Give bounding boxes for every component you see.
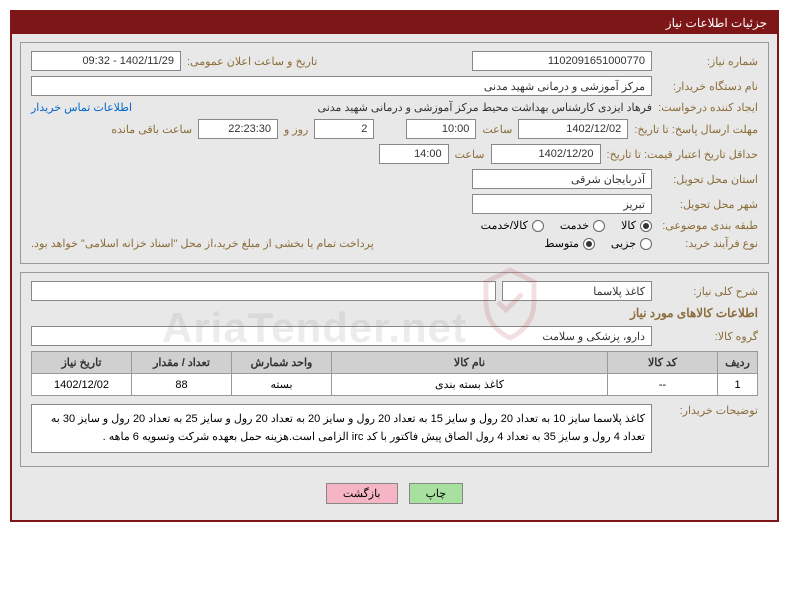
radio-partial-label: جزیی [611, 237, 636, 250]
deadline-date-field: 1402/12/02 [518, 119, 628, 139]
group-field: دارو، پزشکی و سلامت [31, 326, 652, 346]
time-remaining-field: 22:23:30 [198, 119, 278, 139]
days-remaining-field: 2 [314, 119, 374, 139]
requester-value: فرهاد ایزدی کارشناس بهداشت محیط مرکز آمو… [138, 101, 652, 114]
th-code: کد کالا [608, 352, 718, 374]
row-category: طبقه بندی موضوعی: کالا خدمت کالا/خدمت [31, 219, 758, 232]
radio-service-label: خدمت [560, 219, 589, 232]
th-name: نام کالا [332, 352, 608, 374]
row-validity: حداقل تاریخ اعتبار قیمت: تا تاریخ: 1402/… [31, 144, 758, 164]
process-radios: جزیی متوسط [544, 237, 652, 250]
form-info-box: شماره نیاز: 1102091651000770 تاریخ و ساع… [20, 42, 769, 264]
radio-circle-icon [640, 220, 652, 232]
header-title: جزئیات اطلاعات نیاز [666, 16, 767, 30]
summary-title-field: کاغذ پلاسما [502, 281, 652, 301]
time-label-2: ساعت [455, 148, 485, 161]
header-bar: جزئیات اطلاعات نیاز [12, 12, 777, 34]
process-label: نوع فرآیند خرید: [658, 237, 758, 250]
row-group: گروه کالا: دارو، پزشکی و سلامت [31, 326, 758, 346]
remaining-label: ساعت باقی مانده [111, 123, 192, 136]
radio-partial[interactable]: جزیی [611, 237, 652, 250]
description-text: کاغذ پلاسما سایز 10 به تعداد 20 رول و سا… [31, 404, 652, 453]
th-unit: واحد شمارش [232, 352, 332, 374]
province-field: آذربایجان شرقی [472, 169, 652, 189]
row-province: استان محل تحویل: آذربایجان شرقی [31, 169, 758, 189]
cell-code: -- [608, 374, 718, 396]
deadline-label: مهلت ارسال پاسخ: تا تاریخ: [634, 123, 758, 136]
main-container: جزئیات اطلاعات نیاز AriaTender.net شماره… [10, 10, 779, 522]
radio-goods-service-label: کالا/خدمت [481, 219, 528, 232]
requester-label: ایجاد کننده درخواست: [658, 101, 758, 114]
row-need-number: شماره نیاز: 1102091651000770 تاریخ و ساع… [31, 51, 758, 71]
days-label: روز و [284, 123, 308, 136]
row-city: شهر محل تحویل: تبریز [31, 194, 758, 214]
back-button[interactable]: بازگشت [326, 483, 398, 504]
city-label: شهر محل تحویل: [658, 198, 758, 211]
contact-link[interactable]: اطلاعات تماس خریدار [31, 101, 132, 114]
radio-circle-icon [640, 238, 652, 250]
th-row: ردیف [718, 352, 758, 374]
table-row: 1 -- کاغذ بسته بندی بسته 88 1402/12/02 [32, 374, 758, 396]
radio-circle-icon [593, 220, 605, 232]
button-row: چاپ بازگشت [20, 475, 769, 512]
cell-date: 1402/12/02 [32, 374, 132, 396]
category-label: طبقه بندی موضوعی: [658, 219, 758, 232]
announce-label: تاریخ و ساعت اعلان عمومی: [187, 55, 317, 68]
category-radios: کالا خدمت کالا/خدمت [481, 219, 652, 232]
summary-extra-field [31, 281, 496, 301]
cell-unit: بسته [232, 374, 332, 396]
print-button[interactable]: چاپ [409, 483, 464, 504]
radio-goods[interactable]: کالا [621, 219, 652, 232]
radio-goods-service[interactable]: کالا/خدمت [481, 219, 544, 232]
row-description: توضیحات خریدار: کاغذ پلاسما سایز 10 به ت… [31, 404, 758, 453]
row-deadline: مهلت ارسال پاسخ: تا تاریخ: 1402/12/02 سا… [31, 119, 758, 139]
th-qty: تعداد / مقدار [132, 352, 232, 374]
radio-service[interactable]: خدمت [560, 219, 605, 232]
description-label: توضیحات خریدار: [658, 404, 758, 417]
buyer-label: نام دستگاه خریدار: [658, 80, 758, 93]
validity-date-field: 1402/12/20 [491, 144, 601, 164]
row-buyer: نام دستگاه خریدار: مرکز آموزشی و درمانی … [31, 76, 758, 96]
group-label: گروه کالا: [658, 330, 758, 343]
announce-field: 1402/11/29 - 09:32 [31, 51, 181, 71]
goods-section-title: اطلاعات کالاهای مورد نیاز [31, 306, 758, 320]
buyer-field: مرکز آموزشی و درمانی شهید مدنی [31, 76, 652, 96]
validity-time-field: 14:00 [379, 144, 449, 164]
cell-qty: 88 [132, 374, 232, 396]
table-header-row: ردیف کد کالا نام کالا واحد شمارش تعداد /… [32, 352, 758, 374]
radio-circle-icon [532, 220, 544, 232]
radio-goods-label: کالا [621, 219, 636, 232]
cell-name: کاغذ بسته بندی [332, 374, 608, 396]
row-requester: ایجاد کننده درخواست: فرهاد ایزدی کارشناس… [31, 101, 758, 114]
row-process: نوع فرآیند خرید: جزیی متوسط پرداخت تمام … [31, 237, 758, 250]
payment-note: پرداخت تمام یا بخشی از مبلغ خرید،از محل … [31, 237, 374, 250]
time-label-1: ساعت [482, 123, 512, 136]
city-field: تبریز [472, 194, 652, 214]
row-summary-title: شرح کلی نیاز: کاغذ پلاسما [31, 281, 758, 301]
th-date: تاریخ نیاز [32, 352, 132, 374]
deadline-time-field: 10:00 [406, 119, 476, 139]
summary-box: شرح کلی نیاز: کاغذ پلاسما اطلاعات کالاها… [20, 272, 769, 467]
cell-row: 1 [718, 374, 758, 396]
content-area: AriaTender.net شماره نیاز: 1102091651000… [12, 34, 777, 520]
radio-circle-icon [583, 238, 595, 250]
need-number-label: شماره نیاز: [658, 55, 758, 68]
province-label: استان محل تحویل: [658, 173, 758, 186]
validity-label: حداقل تاریخ اعتبار قیمت: تا تاریخ: [607, 148, 758, 161]
summary-title-label: شرح کلی نیاز: [658, 285, 758, 298]
radio-medium-label: متوسط [544, 237, 579, 250]
radio-medium[interactable]: متوسط [544, 237, 595, 250]
need-number-field: 1102091651000770 [472, 51, 652, 71]
goods-table: ردیف کد کالا نام کالا واحد شمارش تعداد /… [31, 351, 758, 396]
